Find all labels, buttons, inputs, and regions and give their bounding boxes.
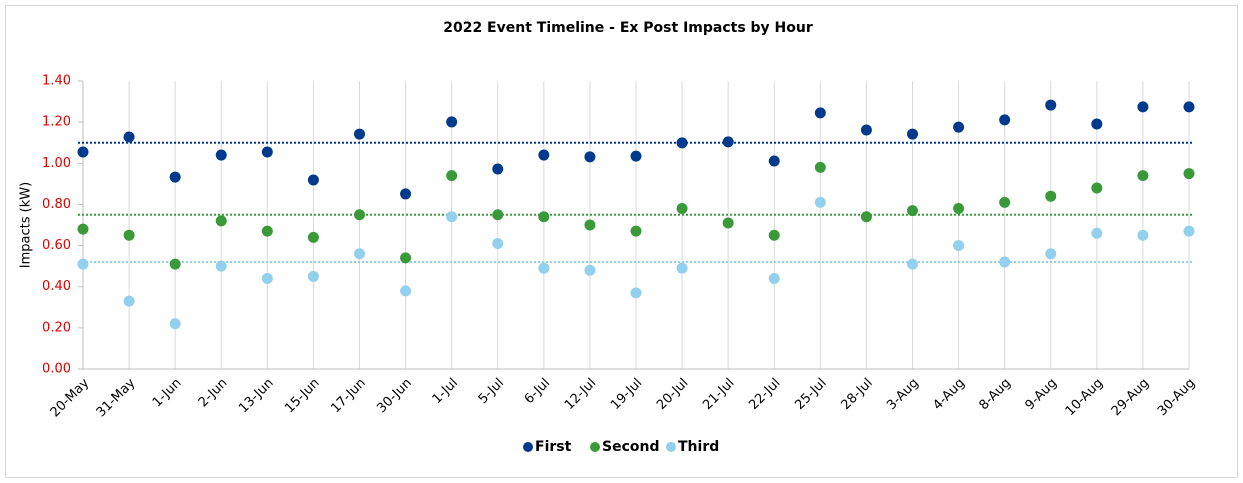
point — [261, 146, 273, 158]
point — [1183, 225, 1195, 237]
point — [1045, 99, 1057, 111]
chart-frame — [5, 5, 1238, 478]
point — [215, 215, 227, 227]
point — [492, 163, 504, 175]
point — [1045, 248, 1057, 260]
point — [446, 116, 458, 128]
point — [123, 295, 135, 307]
point — [768, 272, 780, 284]
point — [907, 128, 918, 140]
point — [630, 225, 642, 237]
legend-label: Second — [602, 439, 659, 455]
point — [492, 238, 504, 250]
y-tick-label: 0.60 — [42, 238, 71, 253]
point — [768, 155, 780, 167]
point — [215, 260, 227, 272]
point — [1045, 190, 1057, 202]
point — [907, 205, 918, 217]
point — [123, 131, 135, 143]
point — [768, 229, 780, 241]
point — [400, 188, 412, 200]
y-axis-label: Impacts (kW) — [19, 182, 34, 268]
point — [676, 137, 688, 149]
point — [953, 121, 965, 133]
point — [492, 209, 504, 221]
legend-label: Third — [678, 439, 719, 455]
point — [261, 225, 273, 237]
y-tick-label: 0.20 — [42, 320, 71, 335]
y-tick-label: 0.00 — [42, 362, 71, 377]
point — [400, 252, 412, 264]
point — [538, 149, 550, 161]
chart-title: 2022 Event Timeline - Ex Post Impacts by… — [443, 20, 813, 36]
point — [77, 223, 89, 235]
point — [1183, 168, 1195, 180]
point — [77, 258, 89, 270]
y-tick-label: 1.20 — [42, 115, 71, 130]
point — [1183, 101, 1195, 113]
point — [1137, 229, 1149, 241]
point — [953, 203, 965, 215]
point — [584, 151, 596, 163]
point — [722, 217, 734, 229]
point — [307, 231, 319, 243]
point — [1091, 227, 1103, 239]
point — [814, 161, 826, 173]
point — [999, 196, 1011, 208]
point — [77, 146, 89, 158]
point — [584, 264, 596, 276]
point — [630, 287, 642, 299]
point — [215, 149, 227, 161]
point — [1091, 118, 1103, 130]
y-tick-label: 1.00 — [42, 156, 71, 171]
point — [400, 285, 412, 297]
point — [630, 150, 642, 162]
point — [860, 211, 872, 223]
legend-marker — [523, 442, 533, 452]
point — [814, 107, 826, 119]
point — [722, 136, 734, 148]
point — [1091, 182, 1103, 194]
point — [307, 270, 319, 282]
point — [1137, 170, 1149, 182]
point — [354, 128, 365, 140]
point — [860, 124, 872, 136]
point — [907, 258, 918, 270]
point — [169, 258, 181, 270]
point — [354, 209, 365, 221]
point — [307, 174, 319, 186]
point — [354, 248, 365, 260]
point — [1137, 101, 1149, 113]
point — [123, 229, 135, 241]
point — [584, 219, 596, 231]
point — [814, 196, 826, 208]
point — [676, 203, 688, 215]
point — [999, 256, 1011, 268]
point — [538, 211, 550, 223]
point — [446, 211, 458, 223]
point — [999, 114, 1011, 126]
point — [169, 318, 181, 330]
point — [953, 240, 965, 252]
point — [446, 170, 458, 182]
y-tick-label: 0.40 — [42, 279, 71, 294]
point — [538, 262, 550, 274]
point — [676, 262, 688, 274]
point — [169, 171, 181, 183]
legend-marker — [666, 442, 676, 452]
legend-label: First — [535, 439, 572, 455]
y-tick-label: 1.40 — [42, 74, 71, 89]
legend-marker — [590, 442, 600, 452]
point — [261, 272, 273, 284]
y-tick-label: 0.80 — [42, 197, 71, 212]
